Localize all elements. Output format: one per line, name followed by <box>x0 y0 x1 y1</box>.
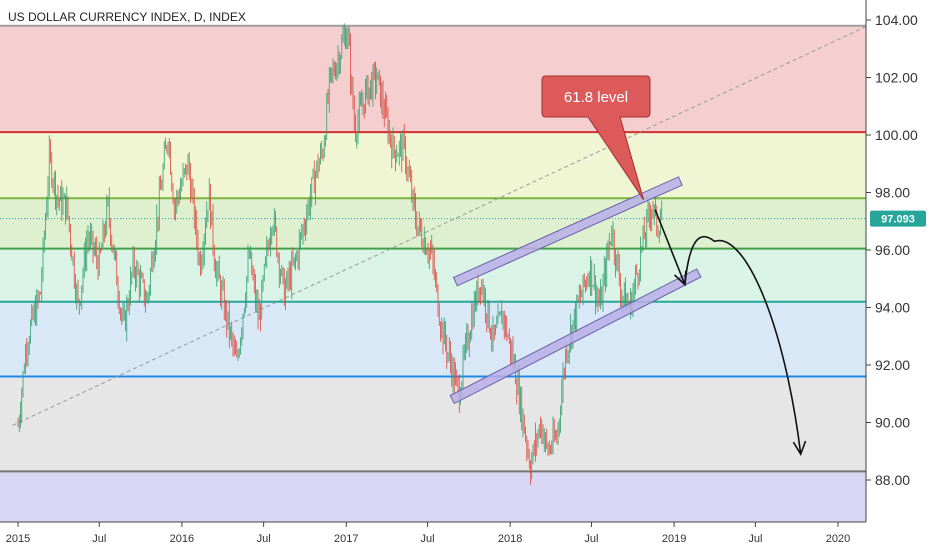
x-axis[interactable]: 2015 Jul 2016 Jul 2017 Jul 2018 Jul 2019 Jul 2020 <box>6 522 850 545</box>
fib-band-4 <box>0 301 866 377</box>
price-series <box>17 23 663 485</box>
fib-band-5 <box>0 376 866 472</box>
fib-band-1 <box>0 132 866 199</box>
x-tick-label-4: 2017 <box>334 533 358 545</box>
fib-bands <box>0 25 866 522</box>
y-tick-label-4: 96.00 <box>875 242 910 258</box>
chart-title: US DOLLAR CURRENCY INDEX, D, INDEX <box>8 10 246 24</box>
x-tick-label-8: 2019 <box>662 533 686 545</box>
x-tick-label-6: 2018 <box>498 533 522 545</box>
y-tick-label-1: 102.00 <box>875 70 918 86</box>
x-tick-label-2: 2016 <box>170 533 194 545</box>
y-tick-label-3: 98.00 <box>875 185 910 201</box>
projection-leg-1[interactable] <box>654 209 686 285</box>
x-tick-label-10: 2020 <box>826 533 850 545</box>
y-tick-label-8: 88.00 <box>875 472 910 488</box>
channel-upper-bar[interactable] <box>452 176 683 287</box>
x-tick-label-7: Jul <box>584 533 598 545</box>
x-tick-label-1: Jul <box>92 533 106 545</box>
callout-shape <box>541 75 651 200</box>
plot-frame <box>0 0 867 523</box>
y-tick-label-6: 92.00 <box>875 357 910 373</box>
fib-band-0 <box>0 25 866 133</box>
x-tick-label-5: Jul <box>421 533 435 545</box>
channel-lower-bar[interactable] <box>449 268 702 405</box>
y-tick-label-7: 90.00 <box>875 415 910 431</box>
projection-curve[interactable] <box>684 235 802 455</box>
x-tick-label-9: Jul <box>748 533 762 545</box>
x-tick-label-0: 2015 <box>6 533 30 545</box>
price-tag-label: 97.093 <box>881 214 915 226</box>
current-price-tag: 97.093 <box>870 210 926 227</box>
projection-path[interactable] <box>654 209 807 456</box>
y-tick-label-0: 104.00 <box>875 12 918 28</box>
price-channel[interactable] <box>449 176 702 405</box>
y-tick-label-2: 100.00 <box>875 127 918 143</box>
price-tag-bg <box>870 210 926 227</box>
arrowhead-2 <box>792 440 807 456</box>
y-tick-label-5: 94.00 <box>875 300 910 316</box>
fib-band-6 <box>0 471 866 522</box>
trend-line[interactable] <box>12 14 893 426</box>
callout-label: 61.8 level <box>564 89 628 106</box>
fib-levels <box>0 24 866 473</box>
fib-band-2 <box>0 198 866 249</box>
level-callout[interactable]: 61.8 level <box>541 75 651 200</box>
y-axis[interactable]: 104.00 102.00 100.00 98.00 96.00 94.00 92.00 90… <box>866 12 918 488</box>
x-tick-label-3: Jul <box>257 533 271 545</box>
arrowhead-1 <box>674 270 687 287</box>
